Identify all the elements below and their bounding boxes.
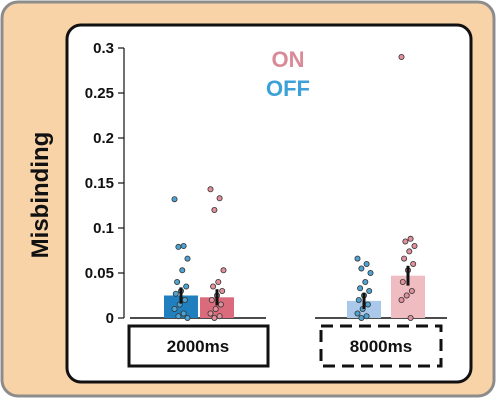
category-label-2000ms: 2000ms <box>167 337 229 356</box>
data-point <box>184 255 191 262</box>
data-point <box>219 287 226 294</box>
data-point <box>403 292 410 299</box>
data-point <box>407 235 414 242</box>
data-point <box>220 267 227 274</box>
data-point <box>171 196 178 203</box>
data-point <box>363 260 370 267</box>
data-point <box>358 265 365 272</box>
data-point <box>207 186 214 193</box>
y-tick-label: 0.3 <box>93 40 114 57</box>
data-point <box>399 278 406 285</box>
data-point <box>180 310 187 317</box>
data-point <box>183 283 190 290</box>
data-point <box>211 206 218 213</box>
y-tick-label: 0.05 <box>85 265 114 282</box>
y-axis-label: Misbinding <box>27 132 54 259</box>
data-point <box>408 287 415 294</box>
data-point <box>366 287 373 294</box>
y-tick-label: 0 <box>106 310 114 327</box>
data-point <box>362 278 369 285</box>
data-point <box>210 283 217 290</box>
data-point <box>217 301 224 308</box>
data-point <box>407 314 414 321</box>
data-point <box>216 313 223 320</box>
data-point <box>211 314 218 321</box>
data-point <box>172 290 179 297</box>
data-point <box>364 301 371 308</box>
data-point <box>411 242 418 249</box>
data-point <box>207 310 214 317</box>
category-label-8000ms: 8000ms <box>350 337 412 356</box>
data-point <box>212 305 219 312</box>
y-tick-label: 0.25 <box>85 85 114 102</box>
data-point <box>354 255 361 262</box>
data-point <box>175 313 182 320</box>
data-point <box>402 238 409 245</box>
data-point <box>216 195 223 202</box>
y-tick-label: 0.15 <box>85 175 114 192</box>
data-point <box>401 255 408 262</box>
data-point <box>406 248 413 255</box>
data-point <box>355 296 362 303</box>
data-point <box>398 296 405 303</box>
legend-off: OFF <box>266 76 310 101</box>
legend-on: ON <box>272 47 305 72</box>
data-point <box>180 242 187 249</box>
data-point <box>363 313 370 320</box>
data-point <box>410 260 417 267</box>
data-point <box>181 296 188 303</box>
data-point <box>174 278 181 285</box>
data-point <box>354 310 361 317</box>
data-point <box>175 243 182 250</box>
data-point <box>398 54 405 61</box>
y-tick-label: 0.2 <box>93 130 114 147</box>
category-box-2000ms <box>127 324 270 368</box>
data-point <box>184 314 191 321</box>
y-tick-label: 0.1 <box>93 220 114 237</box>
data-point <box>357 285 364 292</box>
data-point <box>208 296 215 303</box>
category-box-8000ms <box>319 324 443 368</box>
data-point <box>171 305 178 312</box>
data-point <box>367 269 374 276</box>
data-point <box>215 278 222 285</box>
data-point <box>358 314 365 321</box>
data-point <box>179 267 186 274</box>
